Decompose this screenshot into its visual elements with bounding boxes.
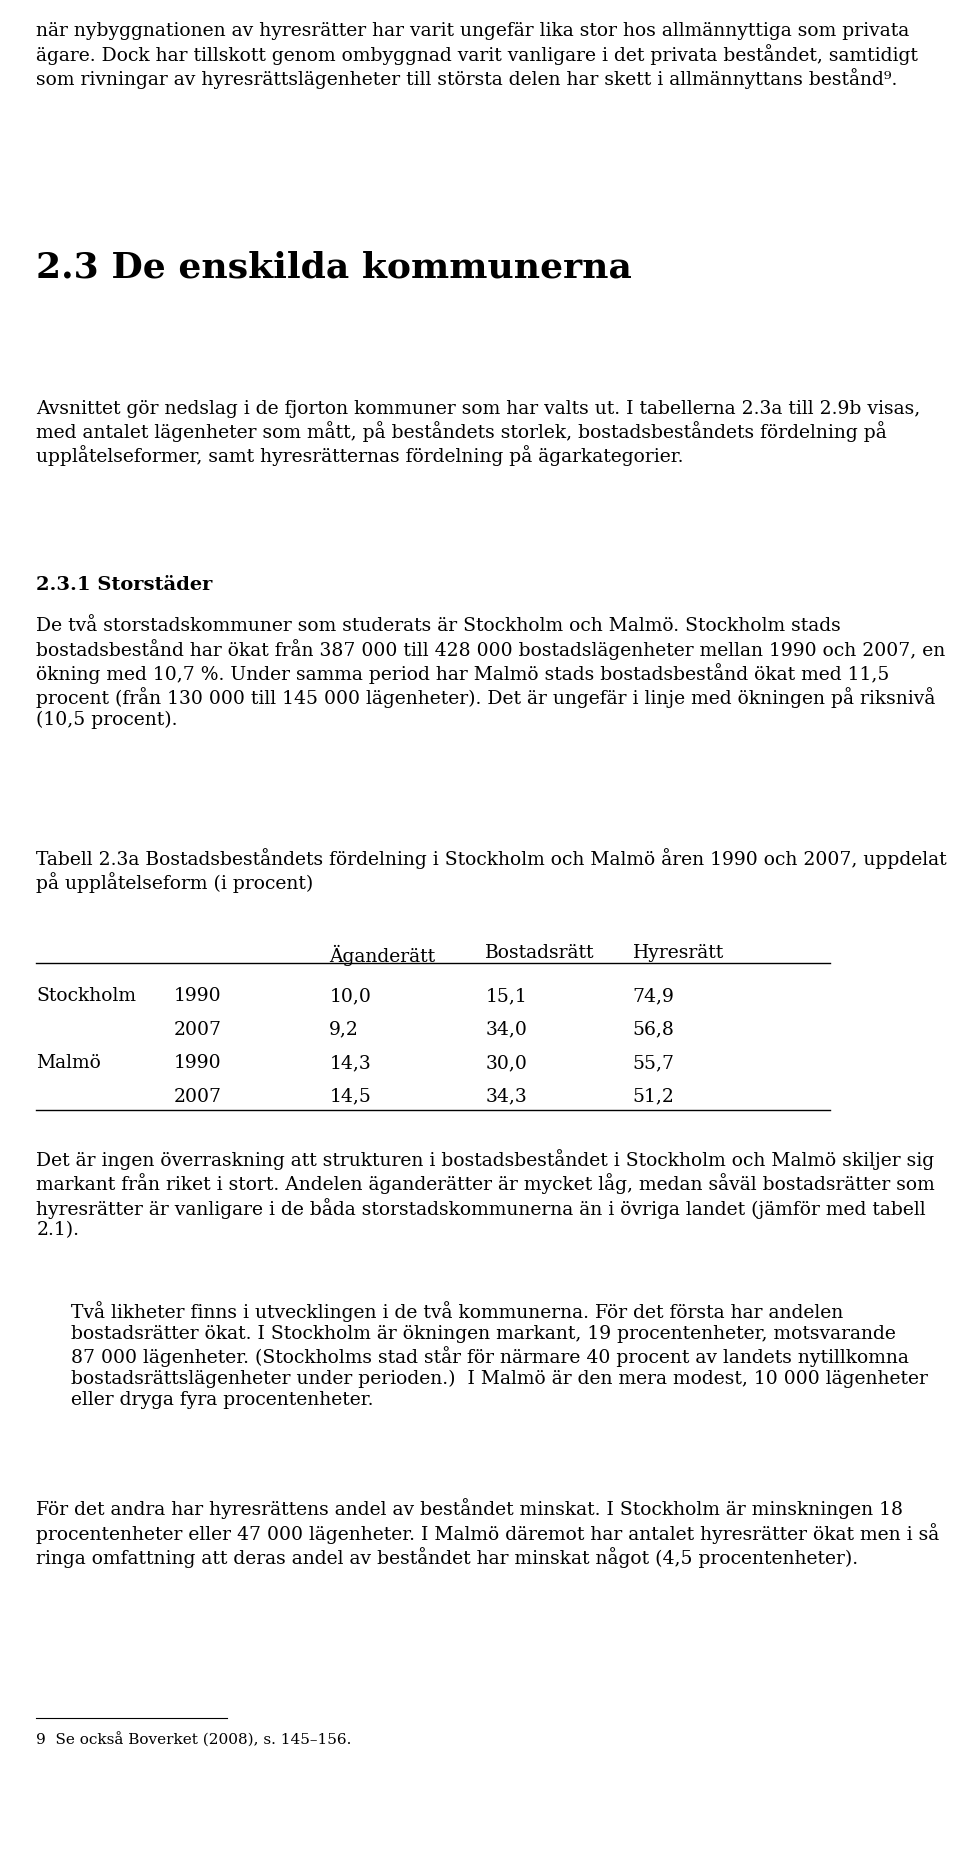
Text: Tabell 2.3a Bostadsbeståndets fördelning i Stockholm och Malmö åren 1990 och 200: Tabell 2.3a Bostadsbeståndets fördelning… <box>36 848 947 892</box>
Text: 30,0: 30,0 <box>486 1054 527 1073</box>
Text: För det andra har hyresrättens andel av beståndet minskat. I Stockholm är minskn: För det andra har hyresrättens andel av … <box>36 1498 940 1567</box>
Text: 74,9: 74,9 <box>633 987 675 1006</box>
Text: Två likheter finns i utvecklingen i de två kommunerna. För det första har andele: Två likheter finns i utvecklingen i de t… <box>71 1301 928 1409</box>
Text: 51,2: 51,2 <box>633 1088 675 1106</box>
Text: 14,3: 14,3 <box>329 1054 372 1073</box>
Text: Äganderätt: Äganderätt <box>329 944 436 965</box>
Text: 9,2: 9,2 <box>329 1021 359 1039</box>
Text: 15,1: 15,1 <box>486 987 527 1006</box>
Text: Avsnittet gör nedslag i de fjorton kommuner som har valts ut. I tabellerna 2.3a : Avsnittet gör nedslag i de fjorton kommu… <box>36 400 921 467</box>
Text: 10,0: 10,0 <box>329 987 372 1006</box>
Text: 34,0: 34,0 <box>486 1021 527 1039</box>
Text: 1990: 1990 <box>174 1054 221 1073</box>
Text: 55,7: 55,7 <box>633 1054 675 1073</box>
Text: De två storstadskommuner som studerats är Stockholm och Malmö. Stockholm stads b: De två storstadskommuner som studerats ä… <box>36 617 946 729</box>
Text: 14,5: 14,5 <box>329 1088 372 1106</box>
Text: 1990: 1990 <box>174 987 221 1006</box>
Text: Malmö: Malmö <box>36 1054 101 1073</box>
Text: Det är ingen överraskning att strukturen i bostadsbeståndet i Stockholm och Malm: Det är ingen överraskning att strukturen… <box>36 1149 935 1240</box>
Text: 2007: 2007 <box>174 1088 222 1106</box>
Text: Bostadsrätt: Bostadsrätt <box>486 944 595 963</box>
Text: 2.3 De enskilda kommunerna: 2.3 De enskilda kommunerna <box>36 251 633 284</box>
Text: 34,3: 34,3 <box>486 1088 527 1106</box>
Text: Stockholm: Stockholm <box>36 987 136 1006</box>
Text: Hyresrätt: Hyresrätt <box>633 944 724 963</box>
Text: när nybyggnationen av hyresrätter har varit ungefär lika stor hos allmännyttiga : när nybyggnationen av hyresrätter har va… <box>36 22 919 89</box>
Text: 9  Se också Boverket (2008), s. 145–156.: 9 Se också Boverket (2008), s. 145–156. <box>36 1733 351 1747</box>
Text: 56,8: 56,8 <box>633 1021 675 1039</box>
Text: 2007: 2007 <box>174 1021 222 1039</box>
Text: 2.3.1 Storstäder: 2.3.1 Storstäder <box>36 576 213 595</box>
